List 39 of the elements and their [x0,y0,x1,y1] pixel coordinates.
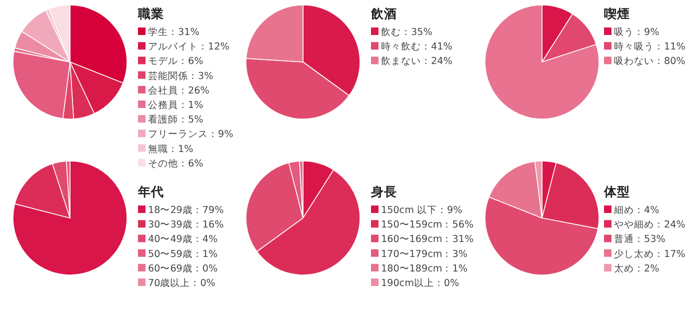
legend-label: 190cm以上：0% [381,277,460,289]
text: 体型 [603,184,630,199]
text: 年代 [137,184,164,199]
legend-label: 看護師：5% [148,114,204,126]
legend-label: 飲む：35% [381,27,432,38]
legend-label: 吸わない：80% [614,56,686,68]
legend-label: 50〜59歳：1% [148,248,218,260]
legend-label: 18〜29歳：79% [148,204,224,216]
legend-label: 飲まない：24% [381,56,452,68]
chart-title: 飲酒 [370,6,397,21]
legend-label: 無職：1% [148,142,194,155]
chart-title: 喫煙 [604,6,630,21]
legend-label: 150cm 以下：9% [381,204,462,216]
legend-label: 細め：4% [613,205,660,216]
legend-label: 60〜69歳：0% [148,262,218,274]
legend-label: 時々飲む：41% [381,40,452,53]
legend-label: フリーランス：9% [148,129,234,140]
legend-label: 170〜179cm：3% [381,248,468,260]
legend-label: 芸能関係：3% [148,70,214,82]
legend-label: 時々吸う：11% [614,40,686,53]
legend-label: 40〜49歳：4% [148,233,218,246]
text: 身長 [370,184,397,199]
legend-label: 太め：2% [614,262,660,274]
legend-label: 普通：53% [614,233,666,246]
legend-label: 吸う：9% [614,27,660,38]
legend-label: やや細め：24% [614,220,686,231]
legend-label: 30〜39歳：16% [148,218,224,231]
legend-label: 学生：31% [148,26,200,38]
legend-label: 70歳以上：0% [148,277,216,289]
legend-label: その他：6% [148,157,204,170]
chart-title: 職業 [137,6,164,21]
legend-label: 会社員：26% [148,84,210,96]
legend-label: 少し太め：17% [614,248,686,260]
legend-label: 公務員：1% [148,99,204,111]
legend-label: 180〜189cm：1% [381,263,468,274]
legend-label: モデル：6% [148,56,204,68]
legend-label: 160〜169cm：31% [381,234,474,246]
legend-label: 150〜159cm：56% [381,220,474,231]
legend-label: アルバイト：12% [148,42,230,53]
